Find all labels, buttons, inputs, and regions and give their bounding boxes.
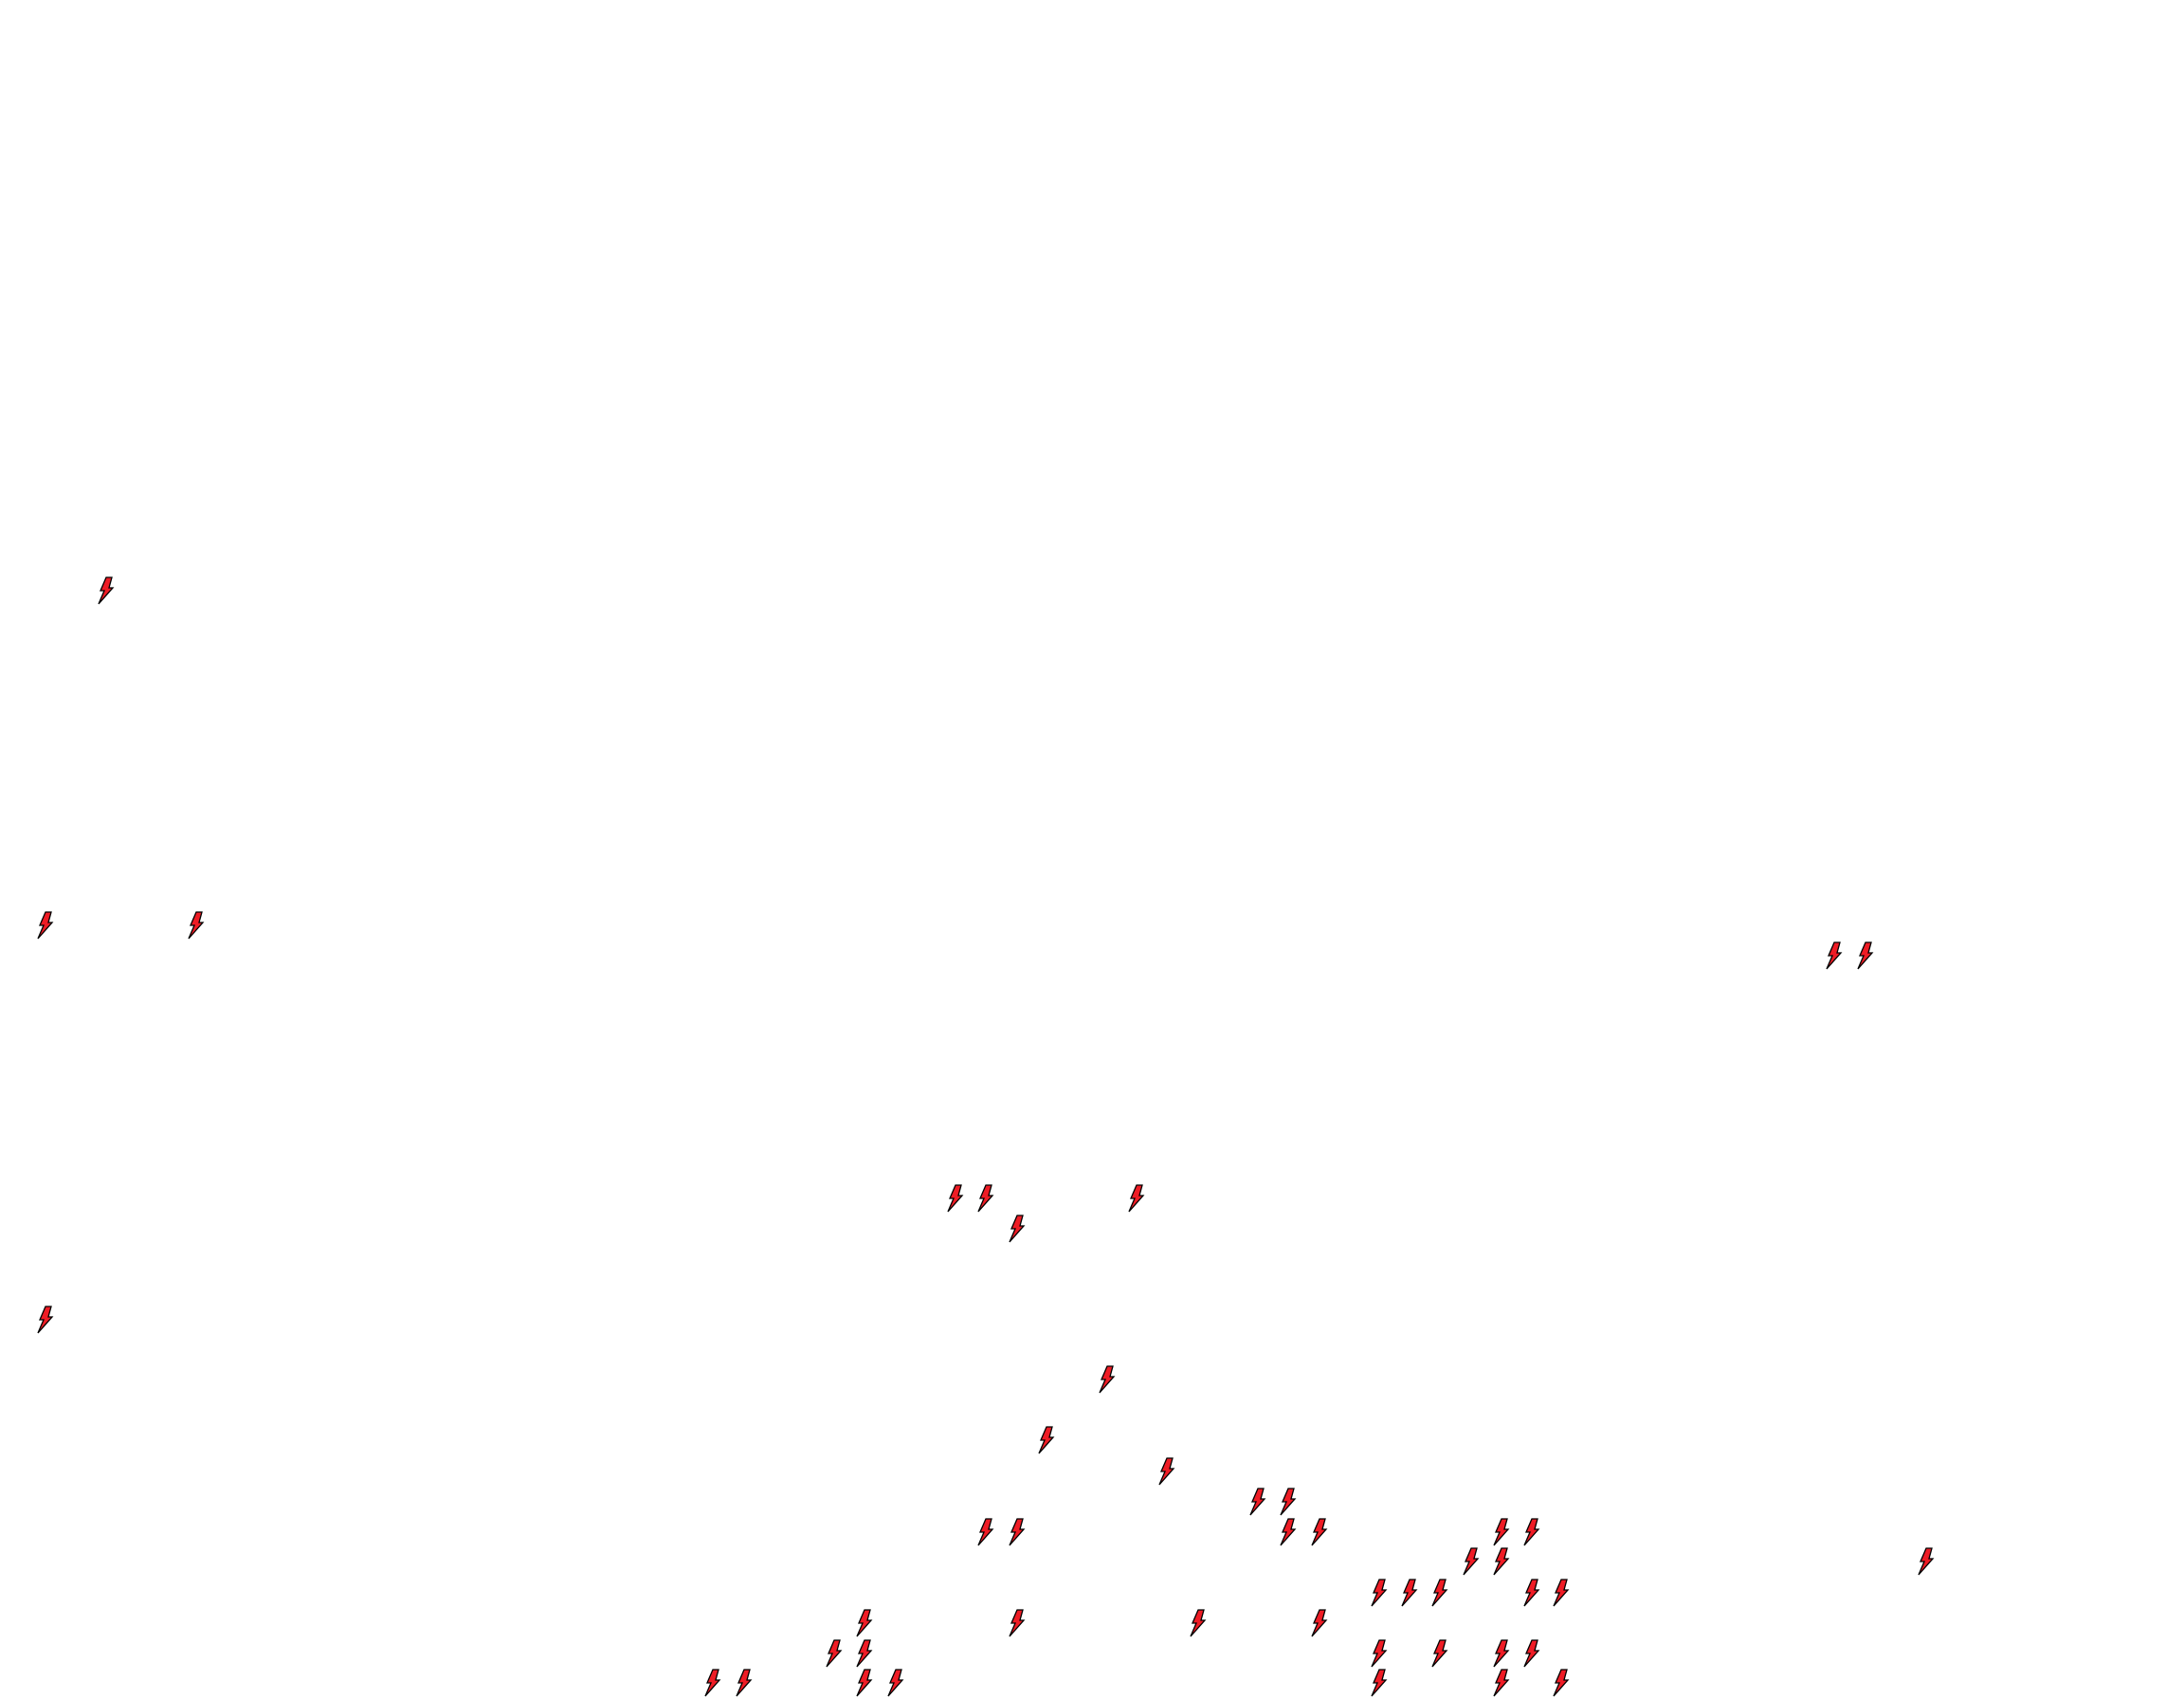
lightning-bolt-icon[interactable] — [1551, 1578, 1572, 1607]
lightning-bolt-icon[interactable] — [1521, 1639, 1542, 1668]
lightning-bolt-icon[interactable] — [885, 1669, 906, 1697]
lightning-bolt-icon[interactable] — [1369, 1578, 1390, 1607]
lightning-bolt-icon[interactable] — [1824, 941, 1845, 970]
lightning-bolt-icon[interactable] — [975, 1518, 996, 1546]
lightning-bolt-icon[interactable] — [1156, 1457, 1177, 1486]
lightning-bolt-icon[interactable] — [1188, 1609, 1209, 1637]
lightning-bolt-icon[interactable] — [1126, 1184, 1147, 1213]
lightning-bolt-icon[interactable] — [1429, 1639, 1450, 1668]
lightning-bolt-icon[interactable] — [854, 1609, 875, 1637]
lightning-bolt-icon[interactable] — [1007, 1518, 1028, 1546]
lightning-bolt-icon[interactable] — [35, 911, 56, 940]
lightning-bolt-icon[interactable] — [1369, 1639, 1390, 1668]
lightning-bolt-icon[interactable] — [1461, 1547, 1482, 1576]
lightning-bolt-icon[interactable] — [1036, 1426, 1057, 1454]
lightning-bolt-icon[interactable] — [1491, 1669, 1512, 1697]
lightning-bolt-icon[interactable] — [1309, 1518, 1330, 1546]
lightning-bolt-icon[interactable] — [1521, 1518, 1542, 1546]
lightning-bolt-icon[interactable] — [975, 1184, 996, 1213]
lightning-bolt-icon[interactable] — [96, 576, 117, 605]
lightning-bolt-icon[interactable] — [854, 1639, 875, 1668]
lightning-bolt-icon[interactable] — [1399, 1578, 1420, 1607]
lightning-bolt-icon[interactable] — [1855, 941, 1876, 970]
lightning-bolt-icon[interactable] — [1551, 1669, 1572, 1697]
lightning-bolt-icon[interactable] — [1369, 1669, 1390, 1697]
lightning-bolt-icon[interactable] — [1916, 1547, 1937, 1576]
lightning-bolt-icon[interactable] — [1097, 1365, 1118, 1394]
lightning-bolt-icon[interactable] — [945, 1184, 966, 1213]
lightning-bolt-icon[interactable] — [1007, 1609, 1028, 1637]
lightning-bolt-icon[interactable] — [1309, 1609, 1330, 1637]
lightning-bolt-icon[interactable] — [1007, 1215, 1028, 1243]
lightning-bolt-icon[interactable] — [1429, 1578, 1450, 1607]
lightning-bolt-icon[interactable] — [1521, 1578, 1542, 1607]
lightning-bolt-icon[interactable] — [1491, 1518, 1512, 1546]
lightning-bolt-icon[interactable] — [35, 1305, 56, 1334]
lightning-bolt-icon[interactable] — [734, 1669, 755, 1697]
lightning-bolt-icon[interactable] — [1491, 1639, 1512, 1668]
lightning-bolt-icon[interactable] — [824, 1639, 845, 1668]
lightning-bolt-icon[interactable] — [1247, 1488, 1268, 1516]
lightning-bolt-icon[interactable] — [186, 911, 207, 940]
lightning-bolt-icon[interactable] — [702, 1669, 723, 1697]
lightning-bolt-icon[interactable] — [1278, 1488, 1299, 1516]
lightning-bolt-icon[interactable] — [1278, 1518, 1299, 1546]
lightning-bolt-icon[interactable] — [854, 1669, 875, 1697]
lightning-bolt-icon[interactable] — [1491, 1547, 1512, 1576]
